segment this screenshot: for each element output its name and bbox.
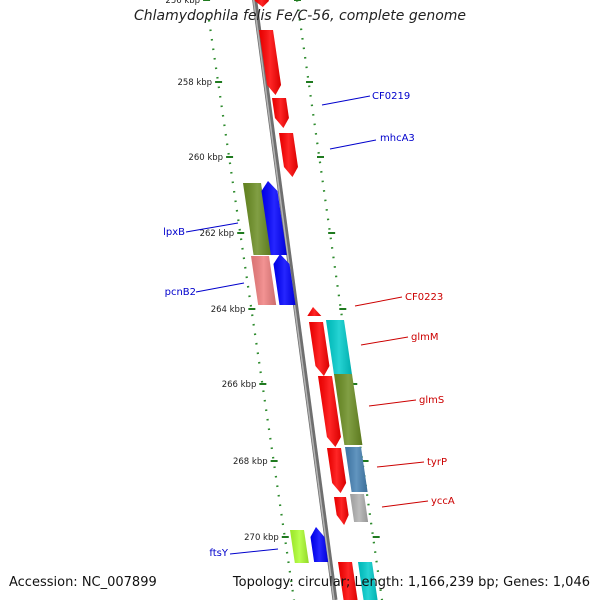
gene-label-glmM: glmM (411, 332, 439, 343)
gene-features (243, 0, 378, 600)
gene-labels: CF0219 mhcA3 lpxB pcnB2 CF0223 glmM glmS tyrP yc… (163, 91, 455, 559)
leader-line-glmS (368, 399, 417, 407)
leader-line-pcnB2 (195, 282, 245, 293)
gene-label-mhcA3: mhcA3 (380, 133, 415, 144)
gene-label-tyrP: tyrP (427, 457, 447, 468)
kbp-ruler: 256 kbp 258 kbp 260 kbp 262 kbp 264 kbp 266 k… (165, 0, 380, 543)
genome-summary-text: Topology: circular; Length: 1,166,239 bp… (232, 575, 590, 590)
gene-label-ftsY: ftsY (209, 548, 228, 559)
leader-line-mhcA3 (329, 139, 377, 150)
label-leader-lines (185, 95, 429, 555)
leader-line-yccA (381, 500, 429, 508)
map-title: Chlamydophila felis Fe/C-56, complete ge… (133, 8, 467, 24)
kbp-tick-label: 266 kbp (222, 380, 257, 390)
leader-line-tyrP (376, 461, 425, 468)
gene-label-pcnB2: pcnB2 (165, 287, 196, 298)
gene-label-yccA: yccA (431, 496, 455, 507)
genome-backbone (252, 0, 338, 600)
gene-label-lpxB: lpxB (163, 227, 185, 238)
leader-line-CF0223 (354, 296, 403, 307)
kbp-tick-label: 262 kbp (200, 229, 235, 239)
accession-text: Accession: NC_007899 (9, 575, 157, 590)
leader-line-glmM (360, 336, 409, 346)
leader-line-CF0219 (321, 95, 371, 106)
kbp-tick-label: 256 kbp (165, 0, 200, 6)
kbp-tick-label: 260 kbp (188, 153, 223, 163)
kbp-tick-label: 270 kbp (244, 533, 279, 543)
gene-label-glmS: glmS (419, 395, 444, 406)
kbp-tick-label: 268 kbp (233, 457, 268, 467)
leader-line-ftsY (229, 548, 279, 555)
gene-label-CF0223: CF0223 (405, 292, 443, 303)
kbp-tick-label: 258 kbp (177, 78, 212, 88)
leader-line-lpxB (185, 222, 239, 233)
kbp-tick-label: 264 kbp (211, 305, 246, 315)
gene-label-CF0219: CF0219 (372, 91, 410, 102)
